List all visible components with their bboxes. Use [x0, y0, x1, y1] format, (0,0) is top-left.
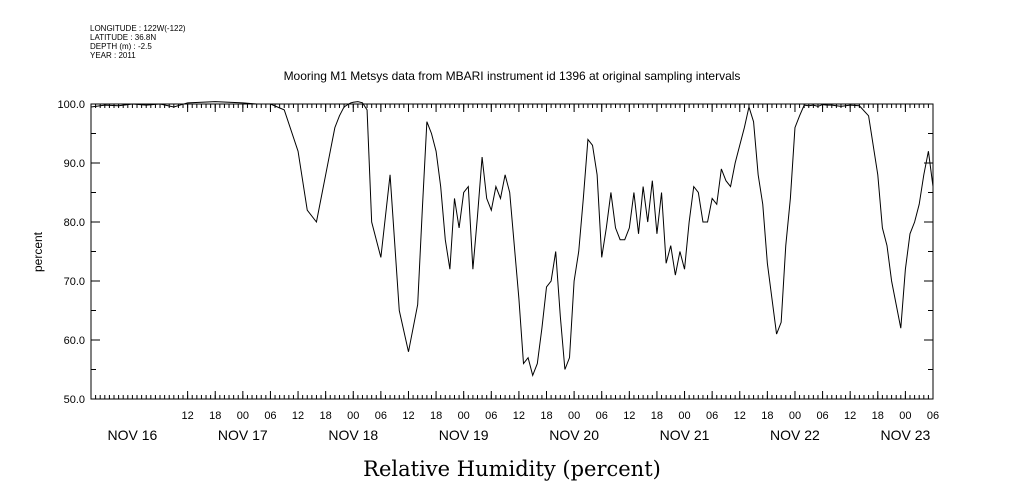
y-axis-label: percent: [31, 231, 45, 272]
x-tick-label: 06: [927, 410, 939, 422]
y-tick-label: 90.0: [64, 158, 85, 170]
x-tick-label: 18: [540, 410, 552, 422]
y-tick-label: 60.0: [64, 335, 85, 347]
y-tick-label: 50.0: [64, 394, 85, 406]
x-tick-label: 18: [209, 410, 221, 422]
x-tick-label: 18: [872, 410, 884, 422]
x-day-label: NOV 19: [439, 427, 489, 443]
x-tick-label: 06: [596, 410, 608, 422]
x-day-label: NOV 16: [108, 427, 158, 443]
x-day-label: NOV 20: [549, 427, 599, 443]
x-tick-label: 18: [320, 410, 332, 422]
x-day-label: NOV 23: [880, 427, 930, 443]
x-tick-label: 00: [458, 410, 470, 422]
x-tick-label: 18: [430, 410, 442, 422]
x-axis: 12 18 00 06 12 18 00 06 12 18 00 06 12 18 00 06 12 18 00 06…: [108, 104, 939, 443]
x-day-label: NOV 18: [328, 427, 378, 443]
x-tick-label: 12: [623, 410, 635, 422]
x-tick-label: 00: [789, 410, 801, 422]
x-tick-label: 06: [485, 410, 497, 422]
x-tick-label: 12: [292, 410, 304, 422]
x-tick-label: 06: [264, 410, 276, 422]
x-tick-label: 12: [513, 410, 525, 422]
minor-tick-marks: [90, 104, 934, 399]
x-tick-label: 12: [844, 410, 856, 422]
x-tick-label: 18: [651, 410, 663, 422]
x-tick-label: 00: [678, 410, 690, 422]
x-tick-label: 12: [402, 410, 414, 422]
x-tick-label: 06: [375, 410, 387, 422]
x-tick-label: 06: [816, 410, 828, 422]
y-tick-label: 100.0: [57, 99, 85, 111]
station-info: LONGITUDE : 122W(-122) LATITUDE : 36.8N …: [90, 24, 186, 60]
plot-frame: [90, 103, 934, 400]
x-axis-label: Relative Humidity (percent): [363, 457, 661, 481]
x-tick-label: 06: [706, 410, 718, 422]
series-line: [90, 101, 934, 378]
chart-title: Mooring M1 Metsys data from MBARI instru…: [284, 69, 741, 83]
x-tick-label: 00: [899, 410, 911, 422]
latitude-text: LATITUDE : 36.8N: [90, 33, 156, 42]
x-day-label: NOV 21: [660, 427, 710, 443]
x-tick-label: 12: [734, 410, 746, 422]
y-axis: 50.0 60.0 70.0 80.0 90.0 100.0: [57, 99, 933, 406]
y-tick-label: 70.0: [64, 276, 85, 288]
minor-ticks: [90, 104, 934, 399]
x-tick-label: 00: [568, 410, 580, 422]
x-tick-label: 00: [347, 410, 359, 422]
longitude-text: LONGITUDE : 122W(-122): [90, 24, 186, 33]
x-tick-label: 00: [237, 410, 249, 422]
depth-text: DEPTH (m) : -2.5: [90, 42, 152, 51]
x-tick-label: 18: [761, 410, 773, 422]
series-group: [90, 101, 934, 378]
year-text: YEAR : 2011: [90, 51, 136, 60]
x-day-label: NOV 17: [218, 427, 268, 443]
y-tick-label: 80.0: [64, 217, 85, 229]
x-day-label: NOV 22: [770, 427, 820, 443]
x-tick-label: 12: [181, 410, 193, 422]
